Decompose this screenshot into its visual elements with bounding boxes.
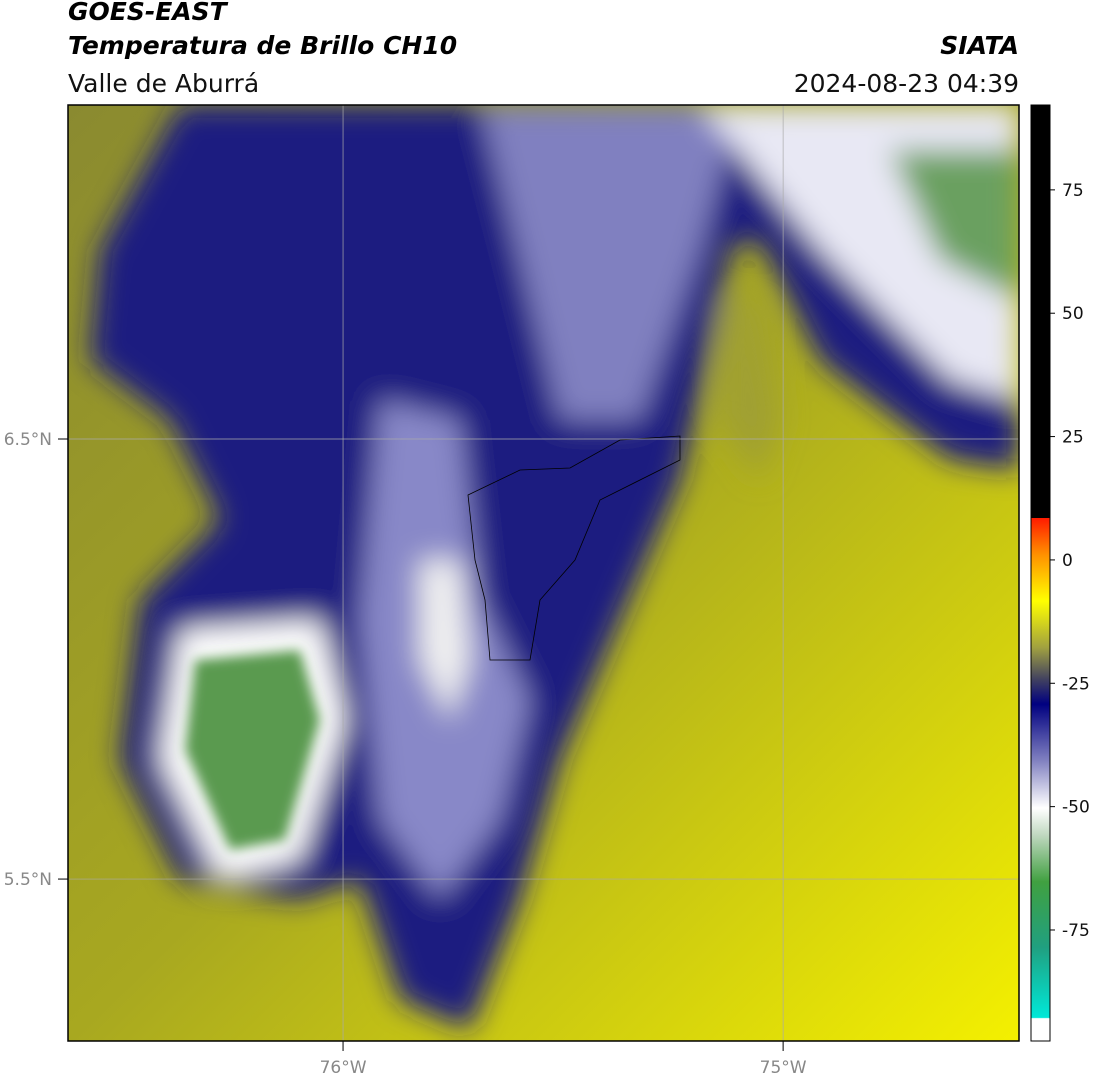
- timestamp: 2024-08-23 04:39: [794, 69, 1019, 98]
- graticule: 6.5°N 5.5°N 76°W 75°W: [4, 105, 1019, 1078]
- title-line: GOES-EAST: [68, 0, 229, 26]
- colorbar-label: 50: [1062, 304, 1084, 324]
- map-frame: [67, 104, 1020, 1042]
- lat-label: 6.5°N: [4, 430, 52, 450]
- colorbar-label: -25: [1062, 674, 1090, 694]
- colorbar-label: -50: [1062, 798, 1090, 818]
- colorbar-label: -75: [1062, 921, 1090, 941]
- lat-label: 5.5°N: [4, 870, 52, 890]
- title-line: Temperatura de Brillo CH10: [68, 31, 457, 60]
- colorbar: [1030, 104, 1051, 1042]
- colorbar-label: 0: [1062, 551, 1073, 571]
- lon-label: 76°W: [320, 1058, 367, 1078]
- colorbar-label: 25: [1062, 428, 1084, 448]
- map-image: [68, 105, 1019, 1041]
- subtitle: Valle de Aburrá: [68, 69, 259, 98]
- lon-label: 75°W: [760, 1058, 807, 1078]
- source: SIATA: [940, 31, 1019, 60]
- colorbar-label: 75: [1062, 181, 1084, 201]
